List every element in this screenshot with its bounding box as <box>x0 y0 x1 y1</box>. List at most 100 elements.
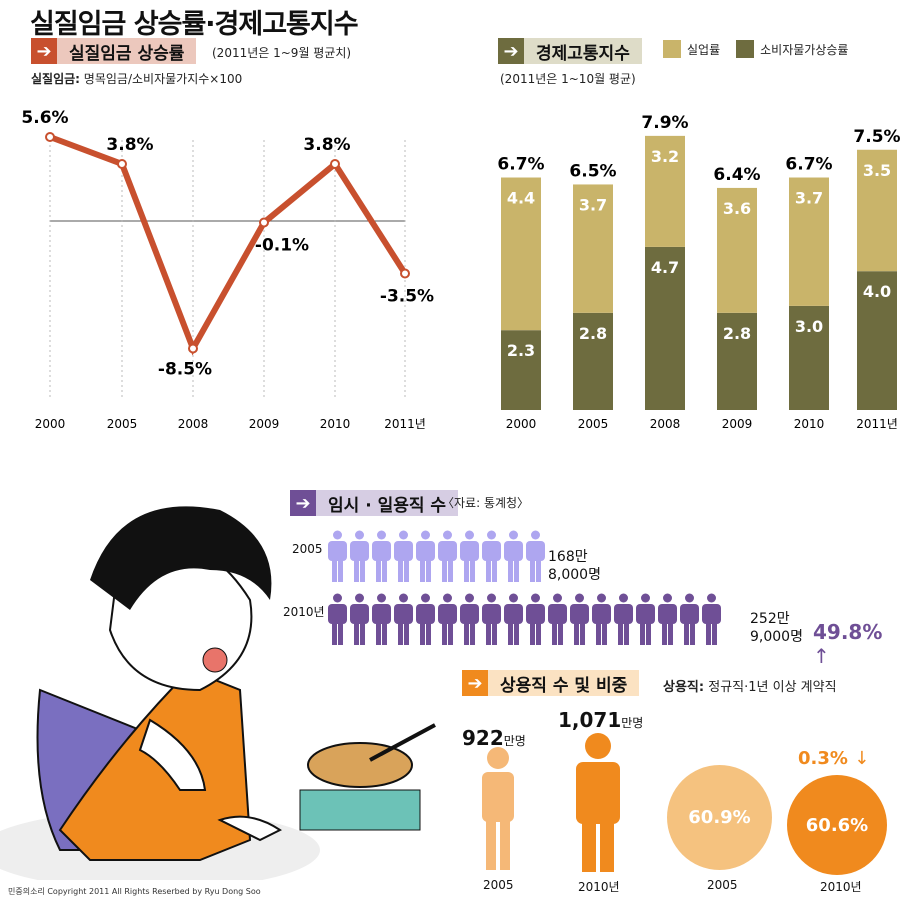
regular-header-label: 상용직 수 및 비중 <box>488 670 640 696</box>
regular-unit: 만명 <box>503 734 526 748</box>
bar-value-label: 3.2 <box>651 147 679 166</box>
data-label: -3.5% <box>380 287 434 307</box>
person-icon <box>547 593 568 649</box>
person-icon <box>349 593 370 649</box>
arrow-right-icon: ➔ <box>462 670 488 696</box>
regular-change: 0.3% <box>798 748 848 769</box>
bar-total-label: 6.5% <box>569 161 616 181</box>
person-icon <box>569 593 590 649</box>
person-icon <box>459 593 480 649</box>
person-icon <box>679 593 700 649</box>
bar-value-label: 2.8 <box>579 324 607 343</box>
temp-year: 2010년 <box>283 605 325 619</box>
temp-count: 252만 <box>750 611 790 627</box>
x-tick-label: 2000 <box>35 417 66 431</box>
wage-def-text: 명목임금/소비자물가지수×100 <box>83 72 243 86</box>
person-icon <box>437 593 458 649</box>
person-icon <box>327 593 348 649</box>
pain-header-label: 경제고통지수 <box>524 38 642 64</box>
temp-count: 168만 <box>548 549 588 565</box>
regular-year: 2005 <box>483 878 514 892</box>
x-tick-label: 2008 <box>650 417 681 431</box>
person-icon-2005 <box>482 747 514 870</box>
share-circle-2005: 60.9% <box>667 765 772 870</box>
bar-inflation <box>501 330 541 410</box>
data-label: -0.1% <box>255 236 309 256</box>
bar-value-label: 3.0 <box>795 317 823 336</box>
wage-def-label: 실질임금: <box>31 72 80 86</box>
data-point <box>400 268 410 279</box>
bar-value-label: 4.7 <box>651 258 679 277</box>
person-icon <box>327 530 348 586</box>
x-tick-label: 2005 <box>578 417 609 431</box>
x-tick-label: 2010 <box>794 417 825 431</box>
person-icon <box>591 593 612 649</box>
person-icon <box>635 593 656 649</box>
person-icon <box>371 593 392 649</box>
x-tick-label: 2011년 <box>384 417 426 431</box>
person-icon <box>525 530 546 586</box>
bar-value-label: 3.7 <box>795 189 823 208</box>
regular-figures <box>482 733 620 872</box>
bar-inflation <box>789 305 829 410</box>
page-title: 실질임금 상승률·경제고통지수 <box>30 9 359 40</box>
person-icon <box>701 593 722 649</box>
x-tick-label: 2009 <box>249 417 280 431</box>
share-circle-2010: 60.6% <box>787 775 887 875</box>
x-tick-label: 2009 <box>722 417 753 431</box>
bar-unemployment <box>573 184 613 313</box>
legend-swatch-inflation <box>736 40 755 58</box>
charts-svg: 2000 2005 2008 2009 2010 2011년 5.6% 3.8% -8.5% -0… <box>21 108 900 431</box>
data-label: 5.6% <box>21 108 68 128</box>
data-label: -8.5% <box>158 360 212 380</box>
person-icon <box>657 593 678 649</box>
temp-change: 49.8% <box>813 620 883 644</box>
person-icon <box>415 530 436 586</box>
legend-swatch-unemployment <box>663 40 681 58</box>
bar-inflation <box>645 246 685 410</box>
person-icon <box>503 593 524 649</box>
temp-count: 9,000명 <box>750 629 803 645</box>
data-label: 3.8% <box>106 135 153 155</box>
person-icon <box>613 593 634 649</box>
share-year: 2005 <box>707 878 738 892</box>
person-icon <box>393 530 414 586</box>
bar-total-label: 7.9% <box>641 113 688 133</box>
x-tick-label: 2008 <box>178 417 209 431</box>
bar-unemployment <box>857 149 897 272</box>
person-icon <box>371 530 392 586</box>
arrow-right-icon: ➔ <box>290 490 316 516</box>
data-point <box>330 159 340 169</box>
bar-unemployment <box>789 177 829 306</box>
person-icon <box>481 530 502 586</box>
x-tick-label: 2010 <box>320 417 351 431</box>
bar-inflation <box>573 312 613 410</box>
regular-def-text: 정규직·1년 이상 계약직 <box>708 680 837 695</box>
legend-label: 소비자물가상승률 <box>760 42 849 57</box>
figure-row-2005 <box>327 530 546 586</box>
person-icon <box>415 593 436 649</box>
temp-year: 2005 <box>292 542 323 556</box>
temp-header: ➔ 임시 · 일용직 수 <box>290 490 459 516</box>
temp-header-label: 임시 · 일용직 수 <box>316 490 459 516</box>
pain-note: (2011년은 1~10월 평균) <box>500 72 636 86</box>
legend: 실업률 소비자물가상승률 <box>663 40 848 58</box>
arrow-right-icon: ➔ <box>31 38 57 64</box>
bar-unemployment <box>501 177 541 331</box>
data-point <box>259 217 269 228</box>
legend-label: 실업률 <box>687 42 721 57</box>
arrow-right-icon: ➔ <box>498 38 524 64</box>
data-label: 3.8% <box>303 135 350 155</box>
person-icon-2010 <box>576 733 620 872</box>
bar-unemployment <box>717 187 757 313</box>
bar-value-label: 2.3 <box>507 341 535 360</box>
bar-value-label: 4.4 <box>507 189 535 208</box>
data-point <box>188 343 198 354</box>
regular-year: 2010년 <box>578 880 620 894</box>
pain-header: ➔ 경제고통지수 <box>498 38 642 64</box>
person-icon <box>481 593 502 649</box>
x-tick-label: 2000 <box>506 417 537 431</box>
data-point <box>117 159 127 169</box>
bar-inflation <box>717 312 757 410</box>
bar-unemployment <box>645 135 685 247</box>
